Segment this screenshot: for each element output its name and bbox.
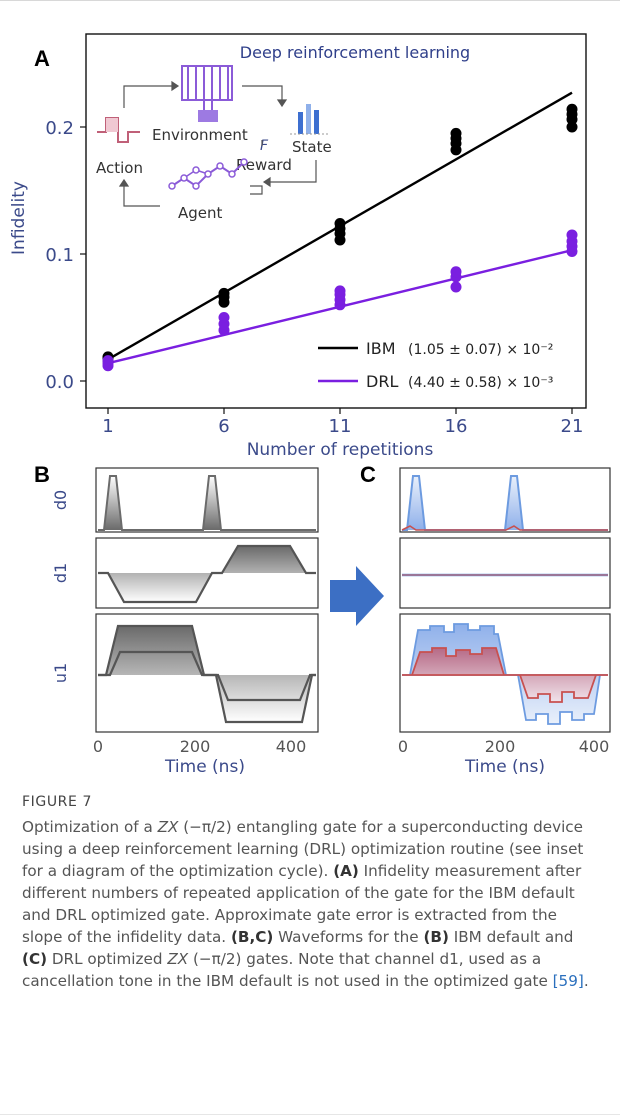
figure-caption: FIGURE 7 Optimization of a ZX (−π/2) ent… bbox=[22, 794, 602, 992]
data-point-drl bbox=[450, 281, 462, 293]
agent-network-icon bbox=[168, 158, 248, 190]
x-axis-label-a: Number of repetitions bbox=[247, 440, 434, 460]
cap-bold-c: (C) bbox=[22, 950, 48, 968]
data-point-ibm bbox=[450, 127, 462, 139]
legend-a: IBM (1.05 ± 0.07) × 10⁻² DRL (4.40 ± 0.5… bbox=[318, 339, 553, 391]
inset-action-label: Action bbox=[96, 159, 143, 177]
cap-seg-1: Optimization of a bbox=[22, 818, 158, 836]
transition-arrow-icon bbox=[330, 566, 384, 626]
x-tick-label-21: 21 bbox=[561, 416, 584, 437]
top-rule bbox=[0, 0, 620, 1]
cap-seg-6: DRL optimized bbox=[47, 950, 168, 968]
cap-seg-4: Waveforms for the bbox=[273, 928, 424, 946]
b-x-axis-label: Time (ns) bbox=[164, 757, 245, 777]
cap-bold-b: (B) bbox=[423, 928, 449, 946]
legend-label-ibm: IBM bbox=[366, 339, 396, 358]
inset-fidelity-symbol: F bbox=[260, 138, 269, 154]
cap-seg-5: IBM default and bbox=[448, 928, 574, 946]
figure-svg: 0.0 0.1 0.2 Infidelity 1 6 11 16 21 Numb… bbox=[9, 33, 611, 777]
b-x-tick-200: 200 bbox=[180, 737, 211, 756]
b-u1-waveform-inner bbox=[98, 650, 316, 702]
data-point-drl bbox=[102, 355, 114, 367]
data-point-ibm bbox=[334, 218, 346, 230]
c-d1-frame bbox=[399, 537, 611, 609]
b-d1-waveform bbox=[98, 544, 316, 604]
data-point-ibm bbox=[566, 103, 578, 115]
b-u1-fill bbox=[98, 626, 316, 722]
legend-value-drl: (4.40 ± 0.58) × 10⁻³ bbox=[408, 375, 553, 391]
b-d1-fill bbox=[98, 546, 316, 602]
c-u1-red-waveform bbox=[402, 647, 608, 703]
inset-environment-label: Environment bbox=[152, 126, 248, 144]
y-axis-a: 0.0 0.1 0.2 Infidelity bbox=[9, 118, 86, 393]
action-pulse-icon bbox=[97, 117, 140, 143]
data-point-drl bbox=[334, 285, 346, 297]
b-d0-waveform bbox=[98, 475, 316, 531]
c-x-axis-label: Time (ns) bbox=[464, 757, 545, 777]
legend-label-drl: DRL bbox=[366, 372, 398, 391]
panel-label-a: A bbox=[34, 46, 50, 71]
x-tick-label-6: 6 bbox=[218, 416, 229, 437]
data-point-ibm bbox=[566, 121, 578, 133]
panel-label-b: B bbox=[34, 462, 50, 487]
data-point-drl bbox=[450, 266, 462, 278]
cap-seg-7: (−π/2) gates. Note that channel d1, used… bbox=[22, 950, 553, 990]
data-point-drl bbox=[566, 229, 578, 241]
y-tick-label-0: 0.0 bbox=[45, 372, 74, 393]
legend-value-ibm: (1.05 ± 0.07) × 10⁻² bbox=[408, 342, 553, 358]
x-axis-a: 1 6 11 16 21 Number of repetitions bbox=[102, 408, 583, 460]
citation-link[interactable]: [59] bbox=[552, 972, 584, 990]
c-x-tick-400: 400 bbox=[579, 737, 610, 756]
data-points bbox=[102, 103, 578, 372]
inset-reward-label: Reward bbox=[236, 156, 292, 174]
cap-bold-bc: (B,C) bbox=[230, 928, 274, 946]
cap-seg-8: . bbox=[583, 972, 589, 990]
x-tick-label-11: 11 bbox=[329, 416, 352, 437]
y-tick-label-2: 0.2 bbox=[45, 118, 74, 139]
x-tick-label-1: 1 bbox=[102, 416, 113, 437]
cycle-arrows bbox=[118, 80, 317, 207]
y-tick-label-1: 0.1 bbox=[45, 245, 74, 266]
c-x-tick-0: 0 bbox=[398, 737, 408, 756]
c-d0-red-trace bbox=[401, 525, 608, 531]
cap-seg-3: Infidelity measurement after different n… bbox=[22, 862, 582, 946]
quantum-chip-icon bbox=[181, 65, 233, 122]
figure-7: A B C bbox=[9, 33, 611, 777]
cap-seg-2: (−π/2) entangling gate for a superconduc… bbox=[22, 818, 584, 880]
panel-b: d0 d1 u1 0 200 400 Time (ns) bbox=[51, 467, 319, 777]
figure-label: FIGURE 7 bbox=[22, 794, 93, 810]
state-histogram-icon bbox=[290, 104, 328, 135]
inset-state-label: State bbox=[292, 138, 332, 156]
x-tick-label-16: 16 bbox=[445, 416, 468, 437]
b-x-tick-0: 0 bbox=[93, 737, 103, 756]
b-x-tick-400: 400 bbox=[276, 737, 307, 756]
cap-zx-2: ZX bbox=[167, 950, 189, 968]
b-d0-label: d0 bbox=[51, 490, 70, 510]
panel-label-c: C bbox=[360, 462, 376, 487]
y-axis-label-a: Infidelity bbox=[9, 181, 29, 255]
cap-zx: ZX bbox=[157, 818, 179, 836]
inset-agent-label: Agent bbox=[178, 204, 223, 222]
b-u1-label: u1 bbox=[51, 663, 70, 683]
c-x-tick-200: 200 bbox=[485, 737, 516, 756]
data-point-ibm bbox=[218, 287, 230, 299]
caption-text: Optimization of a ZX (−π/2) entangling g… bbox=[22, 816, 602, 992]
inset-title: Deep reinforcement learning bbox=[240, 43, 470, 62]
panel-c: 0 200 400 Time (ns) bbox=[398, 467, 611, 777]
data-point-drl bbox=[218, 312, 230, 323]
drl-inset-diagram: Deep reinforcement learning Environment … bbox=[96, 43, 470, 222]
cap-bold-a: (A) bbox=[333, 862, 359, 880]
b-d1-label: d1 bbox=[51, 563, 70, 583]
